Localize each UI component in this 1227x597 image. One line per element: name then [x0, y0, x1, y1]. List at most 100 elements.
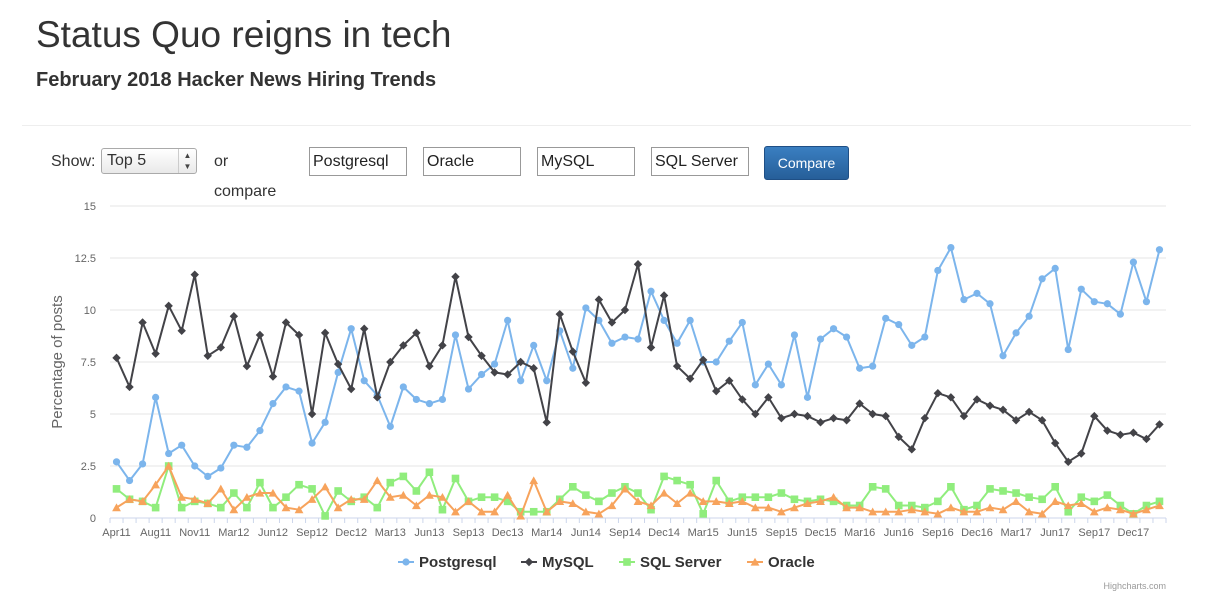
sql-server-point — [582, 491, 590, 499]
sql-server-point — [947, 483, 955, 491]
compare-input-1[interactable]: Postgresql — [309, 147, 407, 176]
postgresql-point — [1064, 345, 1072, 354]
mysql-point — [477, 351, 486, 360]
mysql-point — [1024, 407, 1034, 417]
oracle-point — [959, 507, 969, 516]
sql-server-point — [1077, 493, 1086, 501]
oracle-point — [1155, 501, 1164, 510]
oracle-point — [972, 507, 982, 516]
sql-server-point — [438, 505, 447, 514]
x-tick-label: Sep12 — [296, 527, 328, 539]
y-axis-title: Percentage of posts — [49, 295, 66, 428]
oracle-point — [516, 511, 526, 520]
mysql-point — [738, 395, 747, 404]
postgresql-point — [921, 333, 929, 341]
oracle-point — [672, 499, 682, 508]
legend-marker-sql-server — [623, 558, 631, 566]
mysql-point — [112, 353, 121, 363]
oracle-point — [1076, 499, 1086, 508]
postgresql-point — [686, 316, 694, 324]
postgresql-point — [477, 370, 486, 379]
oracle-point — [698, 497, 708, 505]
compare-input-2[interactable]: Oracle — [423, 147, 521, 176]
mysql-point — [868, 409, 877, 419]
x-tick-label: Sep13 — [453, 527, 485, 539]
postgresql-point — [191, 462, 199, 470]
oracle-point — [607, 501, 617, 510]
mysql-point — [907, 445, 916, 454]
compare-button[interactable]: Compare — [764, 146, 849, 180]
postgresql-point — [947, 244, 955, 252]
sql-server-point — [986, 485, 994, 493]
oracle-point — [1037, 509, 1047, 518]
sql-server-point — [243, 503, 251, 512]
y-tick-label: 10 — [84, 305, 96, 317]
oracle-point — [477, 507, 486, 516]
mysql-point — [320, 328, 330, 338]
sql-server-point — [999, 487, 1007, 495]
mysql-point — [360, 324, 369, 333]
mysql-point — [281, 318, 291, 327]
compare-input-3[interactable]: MySQL — [537, 147, 635, 176]
compare-input-4[interactable]: SQL Server — [651, 147, 749, 176]
sql-server-point — [217, 503, 225, 512]
postgresql-point — [790, 331, 799, 339]
oracle-point — [1089, 507, 1099, 516]
highcharts-credit[interactable]: Highcharts.com — [1103, 581, 1166, 591]
x-tick-label: Sep14 — [609, 527, 641, 539]
postgresql-point — [1038, 275, 1046, 283]
postgresql-point — [751, 381, 759, 389]
sql-server-point — [1038, 495, 1046, 504]
oracle-point — [633, 497, 643, 505]
x-tick-label: Mar14 — [531, 527, 562, 539]
postgresql-point — [569, 364, 577, 372]
sql-server-point — [1064, 507, 1073, 516]
sql-server-point — [973, 501, 981, 510]
oracle-point — [216, 484, 226, 493]
x-tick-label: Dec17 — [1118, 527, 1150, 539]
mysql-point — [946, 393, 956, 402]
postgresql-point — [112, 458, 121, 466]
mysql-point — [190, 270, 199, 279]
x-tick-label: Dec14 — [648, 527, 680, 539]
oracle-point — [1024, 507, 1034, 516]
x-tick-label: Dec16 — [961, 527, 993, 539]
mysql-point — [803, 411, 812, 421]
oracle-point — [164, 461, 174, 470]
mysql-point — [242, 361, 252, 371]
postgresql-point — [360, 377, 368, 385]
mysql-point — [464, 332, 473, 342]
oracle-point — [268, 488, 278, 497]
show-label: Show: — [51, 153, 96, 170]
x-tick-label: Jun17 — [1040, 527, 1070, 539]
oracle-point — [1142, 505, 1151, 514]
postgresql-point — [882, 314, 890, 322]
oracle-point — [555, 497, 565, 505]
oracle-point — [346, 495, 356, 503]
sql-server-point — [894, 501, 903, 510]
sql-server-point — [1025, 493, 1033, 501]
oracle-point — [203, 499, 213, 508]
sql-server-point — [881, 485, 890, 493]
postgresql-point — [660, 316, 668, 324]
postgresql-point — [282, 383, 290, 391]
mysql-point — [581, 378, 591, 387]
sql-server-point — [451, 474, 460, 483]
mysql-point — [438, 341, 447, 350]
postgresql-point — [386, 422, 394, 431]
sql-server-point — [764, 493, 773, 501]
legend-marker-oracle — [750, 557, 760, 566]
mysql-point — [516, 357, 525, 367]
header-divider — [22, 125, 1191, 126]
postgresql-point — [634, 335, 642, 343]
postgresql-point — [504, 316, 512, 324]
oracle-point — [398, 490, 408, 499]
oracle-point — [385, 493, 395, 501]
sql-server-point — [1103, 491, 1112, 499]
mysql-point — [620, 305, 630, 315]
sql-server-point — [934, 497, 942, 506]
x-tick-label: Nov11 — [179, 527, 210, 539]
show-select[interactable]: Top 5 ▲ ▼ — [101, 148, 197, 174]
postgresql-point — [178, 441, 186, 449]
